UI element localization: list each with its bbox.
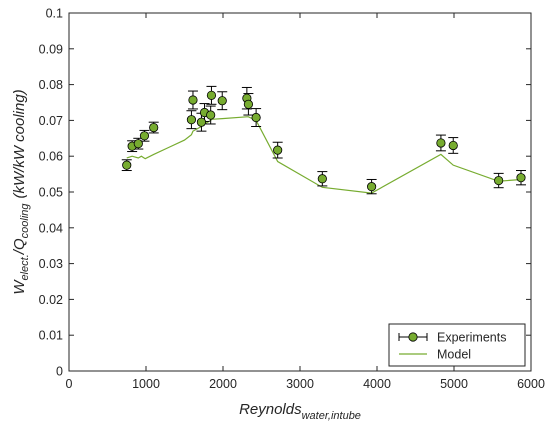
legend-experiments-glyph [398, 332, 428, 342]
experiment-point [251, 112, 261, 123]
experiment-point [139, 131, 150, 141]
experiment-point [317, 174, 327, 184]
experiment-point [196, 117, 207, 127]
y-tick-label: 0.07 [39, 114, 63, 128]
experiment-markers [122, 90, 526, 192]
axis-ticks: 0 1000 2000 3000 4000 5000 6000 0 0.01 0.02 0.03 0.… [39, 7, 545, 392]
y-axis-title-units: (kW/kW cooling) [11, 89, 28, 198]
x-tick-label: 1000 [132, 377, 160, 391]
legend-box [388, 323, 526, 367]
plot-area [68, 12, 532, 372]
legend-experiments-label: Experiments [437, 331, 506, 345]
experiment-point [243, 99, 254, 109]
experiment-point [448, 140, 458, 151]
y-tick-label: 0 [56, 365, 63, 379]
experiment-point [206, 90, 217, 100]
y-tick-label: 0.03 [39, 257, 63, 271]
experiment-point [217, 96, 227, 106]
experiment-point [516, 173, 526, 183]
y-tick-label: 0.09 [39, 42, 63, 56]
x-tick-label: 6000 [517, 377, 545, 391]
x-axis-title: Reynoldswater,intube [239, 401, 361, 422]
y-axis-title-w-subscript: elect. [19, 254, 31, 280]
y-axis-title-q: /Q [11, 238, 28, 255]
x-tick-label: 4000 [363, 377, 391, 391]
experiment-point [494, 175, 504, 186]
experiment-point [206, 110, 216, 120]
legend-model-label: Model [437, 348, 471, 362]
y-tick-label: 0.05 [39, 186, 63, 200]
y-axis-title: Welect./Qcooling (kW/kW cooling) [11, 89, 31, 294]
experiment-point [273, 145, 283, 155]
x-tick-label: 2000 [209, 377, 237, 391]
y-tick-label: 0.02 [39, 293, 63, 307]
x-tick-label: 0 [66, 377, 73, 391]
experiment-point [367, 182, 377, 192]
legend: Experiments Model [388, 323, 526, 367]
experiment-point [188, 95, 198, 105]
x-tick-label: 5000 [440, 377, 468, 391]
y-tick-label: 0.08 [39, 78, 63, 92]
y-axis-title-w: W [11, 279, 28, 295]
y-tick-label: 0.04 [39, 221, 63, 235]
experiment-point [436, 138, 446, 148]
y-tick-label: 0.06 [39, 150, 63, 164]
x-axis-title-subscript: water,intube [302, 410, 361, 422]
y-tick-label: 0.1 [46, 7, 63, 21]
y-tick-label: 0.01 [39, 329, 63, 343]
experiment-point [149, 122, 159, 133]
experiment-point [122, 160, 132, 170]
legend-marker [408, 332, 418, 342]
experiment-point [186, 115, 197, 125]
experiment-point [133, 139, 143, 149]
x-tick-label: 3000 [286, 377, 314, 391]
x-axis-title-main: Reynolds [239, 401, 302, 418]
y-axis-title-q-subscript: cooling [19, 203, 31, 239]
